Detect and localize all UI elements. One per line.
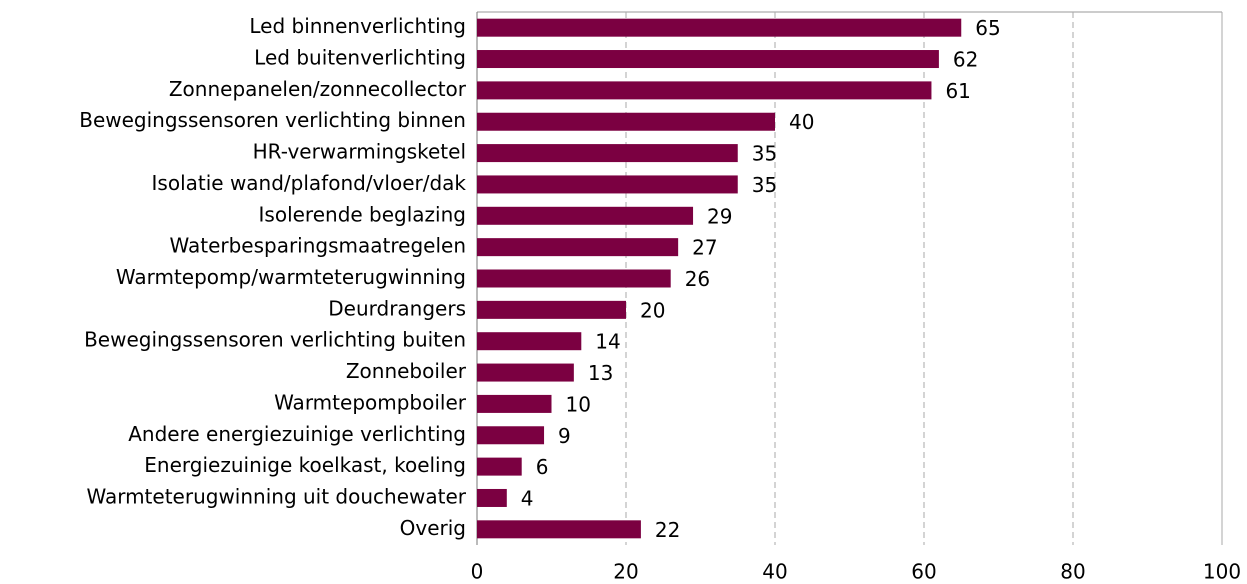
- value-label: 40: [789, 110, 814, 134]
- y-tick-label: Warmtepompboiler: [274, 390, 467, 414]
- bar: [477, 426, 545, 445]
- value-label: 27: [692, 236, 717, 260]
- y-tick-label: Waterbesparingsmaatregelen: [169, 234, 466, 258]
- y-tick-label: Isolerende beglazing: [259, 202, 466, 226]
- value-label: 6: [536, 455, 549, 479]
- value-label: 35: [752, 173, 777, 197]
- x-tick-label: 0: [471, 560, 484, 584]
- y-tick-label: Warmteterugwinning uit douchewater: [86, 484, 466, 508]
- x-tick-label: 40: [762, 560, 787, 584]
- y-tick-label: Led binnenverlichting: [249, 14, 466, 38]
- value-label: 29: [707, 204, 732, 228]
- y-tick-label: Energiezuinige koelkast, koeling: [144, 453, 466, 477]
- x-tick-label: 100: [1203, 560, 1241, 584]
- bar: [477, 238, 679, 257]
- x-tick-label: 20: [613, 560, 638, 584]
- y-tick-label: Bewegingssensoren verlichting buiten: [84, 328, 466, 352]
- y-tick-label: Bewegingssensoren verlichting binnen: [79, 108, 466, 132]
- value-label: 35: [752, 142, 777, 166]
- value-label: 9: [558, 424, 571, 448]
- y-tick-label: Zonnepanelen/zonnecollector: [169, 77, 467, 101]
- value-label: 22: [655, 518, 680, 542]
- value-label: 62: [953, 48, 978, 72]
- value-label: 13: [588, 361, 613, 385]
- value-label: 26: [685, 267, 710, 291]
- y-tick-label: Andere energiezuinige verlichting: [128, 422, 466, 446]
- bar: [477, 488, 507, 507]
- bar: [477, 50, 939, 69]
- value-label: 20: [640, 298, 665, 322]
- y-tick-label: HR-verwarmingsketel: [253, 140, 466, 164]
- bar: [477, 206, 694, 225]
- y-tick-label: Zonneboiler: [346, 359, 467, 383]
- bar: [477, 81, 932, 100]
- bar: [477, 520, 641, 539]
- y-tick-label: Deurdrangers: [328, 296, 466, 320]
- bar: [477, 394, 552, 413]
- y-tick-label: Warmtepomp/warmteterugwinning: [116, 265, 466, 289]
- bar: [477, 112, 775, 131]
- x-tick-label: 80: [1060, 560, 1085, 584]
- bar: [477, 175, 738, 194]
- value-label: 10: [566, 392, 591, 416]
- value-label: 61: [945, 79, 970, 103]
- bar: [477, 457, 522, 476]
- y-tick-label: Overig: [400, 516, 466, 540]
- y-tick-label: Led buitenverlichting: [254, 46, 466, 70]
- bar: [477, 144, 738, 163]
- value-label: 65: [975, 16, 1000, 40]
- value-label: 4: [521, 486, 534, 510]
- y-tick-label: Isolatie wand/plafond/vloer/dak: [152, 171, 467, 195]
- bar: [477, 332, 582, 351]
- x-tick-label: 60: [911, 560, 936, 584]
- bar: [477, 363, 574, 382]
- value-label: 14: [595, 330, 620, 354]
- bar: [477, 18, 962, 37]
- bar: [477, 300, 626, 319]
- bar: [477, 269, 671, 288]
